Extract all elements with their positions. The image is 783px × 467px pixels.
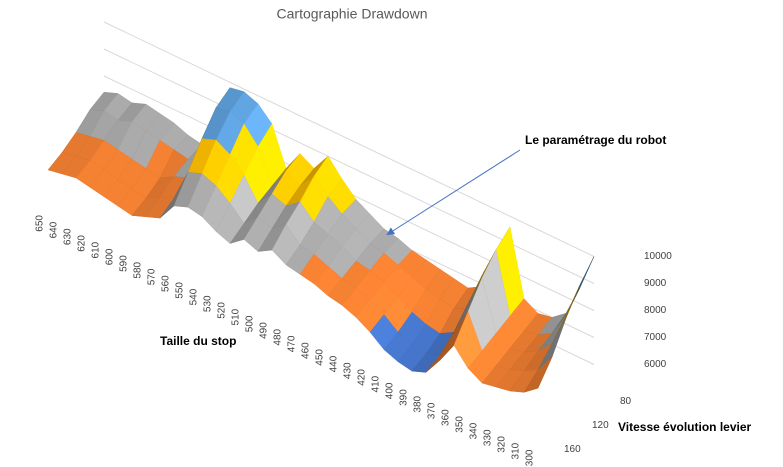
x-tick-label: 490: [259, 322, 270, 339]
x-tick-label: 510: [231, 308, 242, 325]
x-tick-label: 370: [427, 402, 438, 419]
z-tick-label: 7000: [644, 332, 667, 343]
x-tick-label: 300: [525, 449, 536, 466]
x-tick-label: 450: [315, 349, 326, 366]
x-tick-label: 360: [441, 409, 452, 426]
x-tick-label: 380: [413, 395, 424, 412]
x-tick-label: 330: [483, 429, 494, 446]
surface-patch: [523, 357, 553, 393]
chart-title: Cartographie Drawdown: [277, 6, 428, 22]
annotation-arrow: [386, 149, 521, 236]
depth-axis-title: Vitesse évolution levier: [618, 420, 752, 434]
x-tick-label: 650: [35, 215, 46, 232]
x-tick-label: 500: [245, 315, 256, 332]
x-tick-label: 480: [273, 328, 284, 345]
depth-tick-label: 160: [564, 444, 581, 455]
x-tick-label: 340: [469, 422, 480, 439]
x-tick-label: 430: [343, 362, 354, 379]
x-tick-label: 520: [217, 302, 228, 319]
x-tick-label: 550: [175, 282, 186, 299]
x-tick-label: 320: [497, 436, 508, 453]
x-tick-label: 440: [329, 355, 340, 372]
z-tick-label: 6000: [644, 359, 667, 370]
x-tick-label: 590: [119, 255, 130, 272]
z-tick-label: 8000: [644, 305, 667, 316]
x-tick-label: 630: [63, 228, 74, 245]
x-tick-label: 410: [371, 375, 382, 392]
z-tick-label: 9000: [644, 278, 667, 289]
x-tick-label: 390: [399, 389, 410, 406]
depth-tick-label: 120: [592, 420, 609, 431]
x-tick-label: 620: [77, 235, 88, 252]
annotation: Le paramétrage du robot: [525, 133, 666, 147]
depth-tick-label: 80: [620, 396, 632, 407]
x-tick-label: 600: [105, 248, 116, 265]
x-tick-label: 530: [203, 295, 214, 312]
x-tick-label: 400: [385, 382, 396, 399]
grid-line: [103, 21, 595, 257]
x-tick-label: 570: [147, 268, 158, 285]
x-tick-label: 310: [511, 442, 522, 459]
x-tick-label: 610: [91, 241, 102, 258]
x-tick-label: 470: [287, 335, 298, 352]
x-tick-label: 540: [189, 288, 200, 305]
z-tick-label: 10000: [644, 251, 672, 262]
x-tick-label: 460: [301, 342, 312, 359]
x-tick-label: 420: [357, 369, 368, 386]
x-tick-label: 580: [133, 261, 144, 278]
x-tick-label: 640: [49, 221, 60, 238]
x-tick-label: 350: [455, 416, 466, 433]
x-axis-title: Taille du stop: [160, 334, 236, 348]
x-tick-label: 560: [161, 275, 172, 292]
